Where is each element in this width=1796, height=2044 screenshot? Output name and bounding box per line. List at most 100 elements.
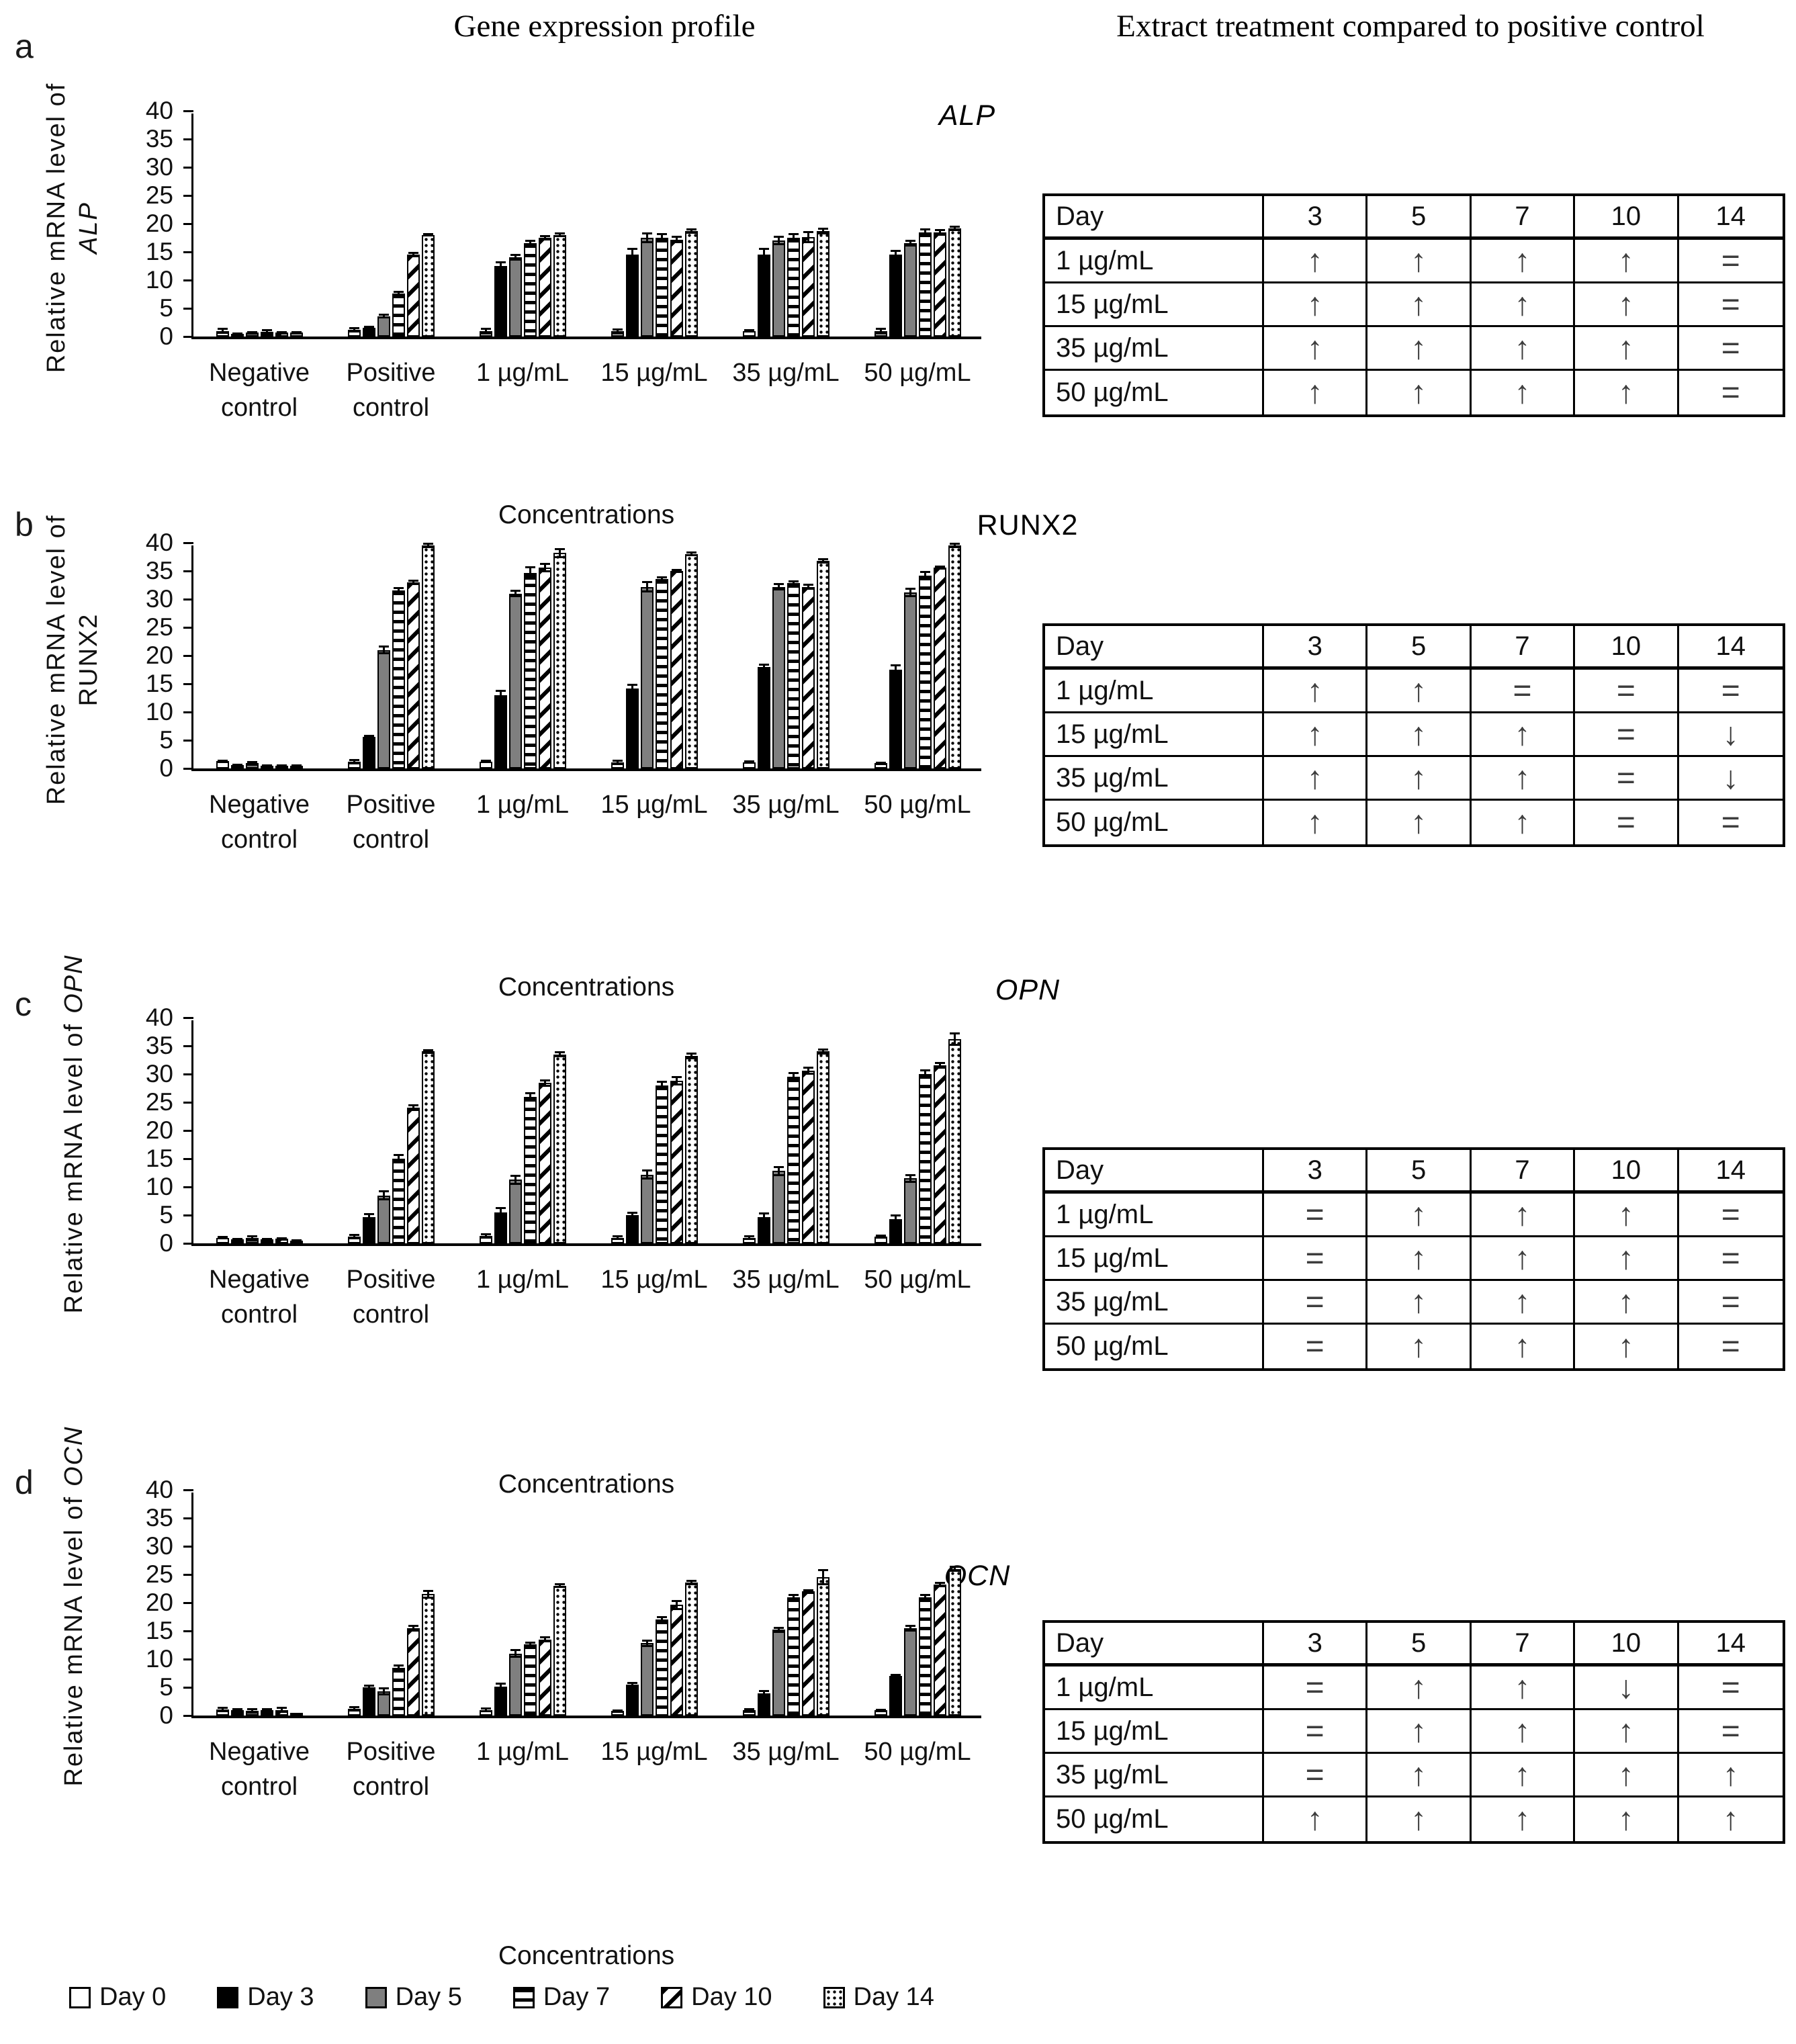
error-bar <box>422 543 433 549</box>
table-cell-equal: = <box>1264 1281 1368 1325</box>
day5-swatch-icon <box>365 1986 387 2008</box>
table-row-label: 1 µg/mL <box>1045 1667 1264 1710</box>
bar-day-10 <box>933 232 946 337</box>
y-tick-mark <box>183 570 193 572</box>
error-bar <box>803 1589 813 1594</box>
bar-day-10 <box>670 571 683 768</box>
y-axis-title-runx2: Relative mRNA level of RUNX2 <box>40 458 105 861</box>
bar-day-7 <box>392 1667 405 1716</box>
x-category-label: Positive control <box>346 1265 436 1329</box>
bar-day-5 <box>508 1180 522 1243</box>
table-cell-equal: = <box>1471 670 1576 713</box>
error-bar <box>510 254 521 261</box>
error-bar <box>378 1687 389 1695</box>
table-row-label: 50 µg/mL <box>1045 1797 1264 1841</box>
error-bar <box>773 1165 784 1177</box>
table-cell-up-arrow: ↑ <box>1575 1325 1679 1368</box>
table-header-10: 10 <box>1575 626 1679 670</box>
bar-day-7 <box>655 578 668 768</box>
error-bar <box>612 1235 623 1240</box>
legend-label: Day 14 <box>853 1983 934 2011</box>
error-bar <box>875 328 886 335</box>
bar-day-10 <box>406 255 420 337</box>
table-cell-up-arrow: ↑ <box>1575 327 1679 371</box>
y-tick-label: 30 <box>145 153 173 181</box>
table-row-label: 1 µg/mL <box>1045 1194 1264 1237</box>
error-bar <box>890 249 901 260</box>
error-bar <box>422 1589 433 1599</box>
error-bar <box>363 1684 374 1691</box>
error-bar <box>480 760 491 764</box>
table-cell-equal: = <box>1575 713 1679 757</box>
legend-item-day-0: Day 0 <box>69 1983 166 2012</box>
bar-day-3 <box>889 670 902 768</box>
error-bar <box>788 580 799 587</box>
table-cell-equal: = <box>1264 1325 1368 1368</box>
table-cell-up-arrow: ↑ <box>1575 1281 1679 1325</box>
table-cell-equal: = <box>1678 1667 1783 1710</box>
table-header-5: 5 <box>1367 196 1472 240</box>
x-category-label: 50 µg/mL <box>864 1738 971 1766</box>
table-cell-up-arrow: ↑ <box>1471 1710 1576 1754</box>
y-tick-mark <box>183 598 193 601</box>
y-tick-mark <box>183 1658 193 1660</box>
y-tick-label: 30 <box>145 585 173 613</box>
legend-label: Day 0 <box>99 1983 167 2011</box>
error-bar <box>291 330 302 335</box>
error-bar <box>612 759 623 766</box>
bar-day-3 <box>757 666 770 768</box>
error-bar <box>363 326 374 330</box>
error-bar <box>510 1648 521 1658</box>
error-bar <box>817 558 828 564</box>
table-header-10: 10 <box>1575 196 1679 240</box>
table-header-day: Day <box>1045 196 1264 240</box>
table-cell-equal: = <box>1678 283 1783 327</box>
x-category-label: Positive control <box>346 359 436 422</box>
error-bar <box>349 1233 359 1240</box>
bar-day-14 <box>553 1054 566 1243</box>
bar-day-7 <box>523 242 537 337</box>
error-bar <box>246 330 257 335</box>
bar-day-5 <box>640 1174 654 1243</box>
y-tick-label: 0 <box>159 754 173 782</box>
error-bar <box>378 1190 389 1201</box>
bar-day-3 <box>494 1687 507 1716</box>
table-cell-up-arrow: ↑ <box>1367 283 1472 327</box>
table-cell-equal: = <box>1678 1281 1783 1325</box>
bar-day-7 <box>392 1159 405 1243</box>
error-bar <box>744 329 754 333</box>
table-row-label: 1 µg/mL <box>1045 240 1264 283</box>
table-header-day: Day <box>1045 626 1264 670</box>
error-bar <box>744 1235 754 1240</box>
table-row-label: 15 µg/mL <box>1045 1237 1264 1281</box>
error-bar <box>276 1237 287 1241</box>
x-category-label: Negative control <box>209 1738 310 1801</box>
y-tick-label: 10 <box>145 266 173 294</box>
y-tick-label: 40 <box>145 97 173 124</box>
error-bar <box>217 1706 228 1713</box>
error-bar <box>393 1154 404 1164</box>
y-tick-mark <box>183 279 193 281</box>
bar-day-5 <box>508 593 522 768</box>
error-bar <box>671 1599 682 1611</box>
bar-day-10 <box>801 1070 815 1243</box>
bar-day-7 <box>523 1096 537 1243</box>
bar-day-10 <box>670 1605 683 1716</box>
bar-day-14 <box>816 1577 829 1716</box>
error-bar <box>393 587 404 594</box>
legend-item-day-5: Day 5 <box>365 1983 462 2012</box>
day3-swatch-icon <box>217 1986 239 2008</box>
error-bar <box>919 571 930 580</box>
x-category-label: 35 µg/mL <box>732 1265 840 1294</box>
bar-day-3 <box>494 266 507 337</box>
x-axis-title-alp: Concentrations <box>498 500 675 529</box>
bar-day-14 <box>948 228 961 337</box>
error-bar <box>495 1683 506 1691</box>
bar-day-7 <box>918 1074 932 1243</box>
table-cell-up-arrow: ↑ <box>1471 1754 1576 1797</box>
error-bar <box>612 328 623 335</box>
x-category-label: 50 µg/mL <box>864 359 971 387</box>
error-bar <box>363 734 374 740</box>
x-category-label: 1 µg/mL <box>476 1265 570 1294</box>
error-bar <box>246 761 257 766</box>
